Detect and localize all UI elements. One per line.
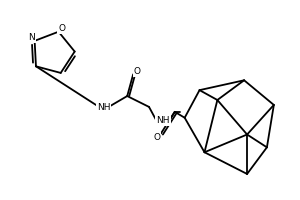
Text: O: O [153,133,161,142]
Text: O: O [58,24,65,33]
Text: NH: NH [97,103,110,112]
Text: N: N [28,33,35,42]
Text: NH: NH [156,116,169,125]
Text: O: O [134,67,141,76]
